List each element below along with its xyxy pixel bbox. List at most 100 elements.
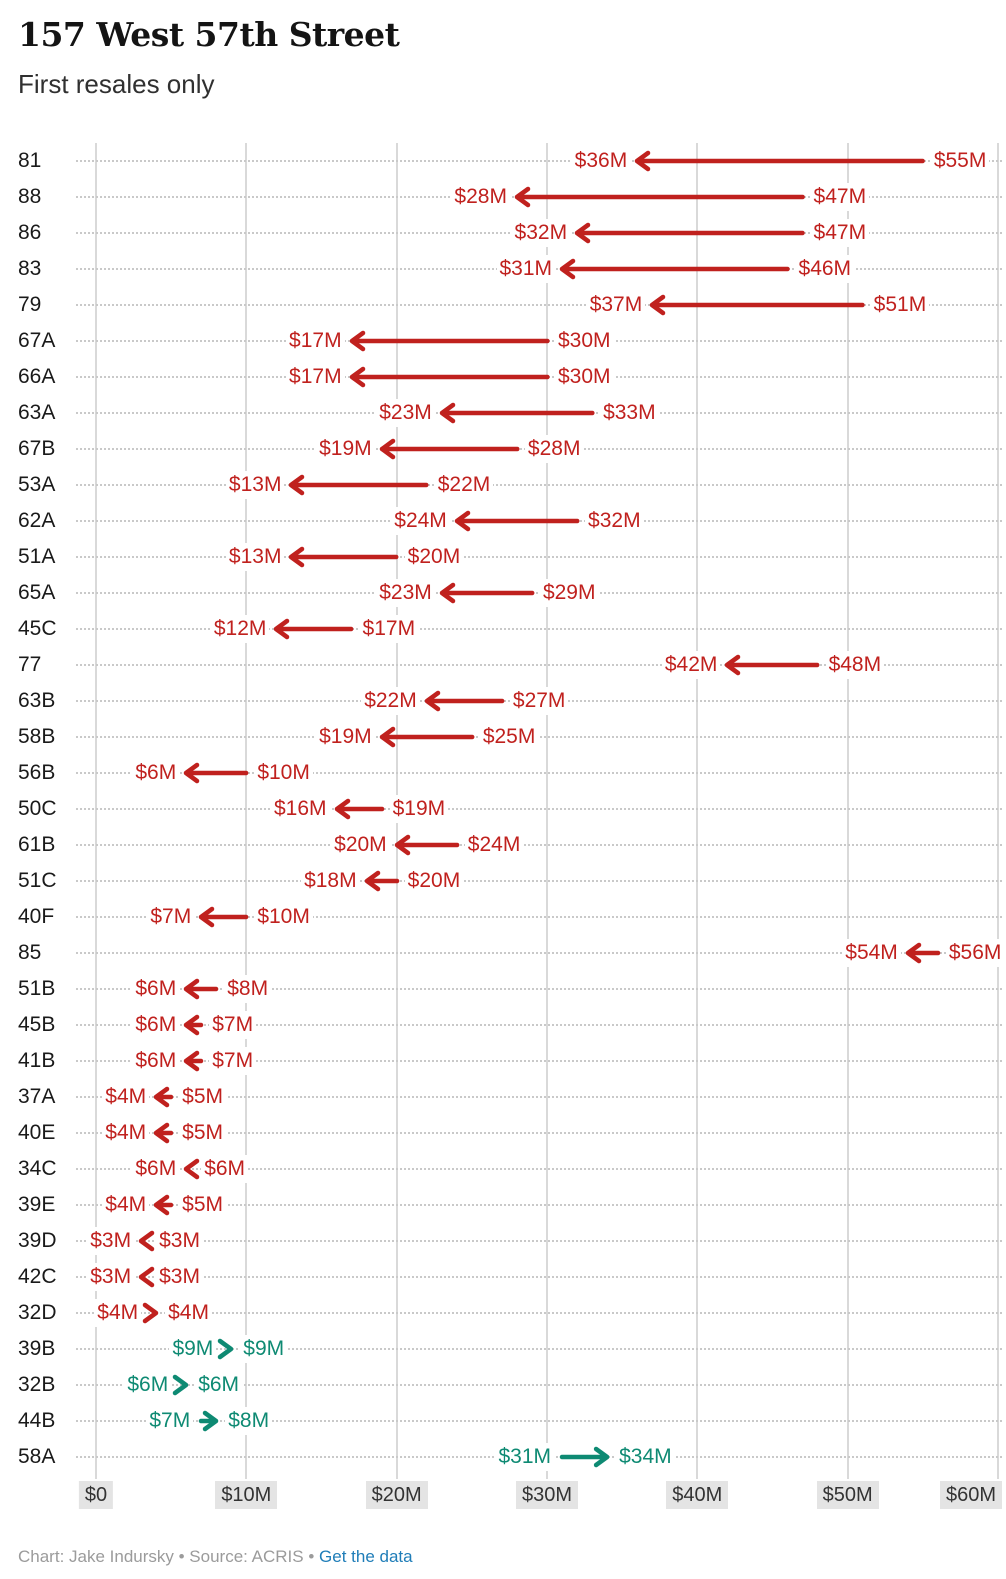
resale-price-label: $6M — [195, 1371, 243, 1399]
original-price-label: $10M — [254, 903, 313, 931]
row-gridline — [76, 628, 1002, 630]
resale-price-label: $17M — [286, 363, 345, 391]
original-price-label: $20M — [404, 867, 464, 895]
arrow-right — [218, 1338, 234, 1360]
resale-price-label: $34M — [616, 1443, 675, 1471]
original-price-label: $31M — [495, 1443, 555, 1471]
resale-price-label: $17M — [286, 327, 345, 355]
original-price-label: $29M — [539, 579, 599, 607]
arrow-left — [138, 1266, 155, 1288]
chart-row: 61B $20M $24M — [0, 827, 1006, 863]
resale-price-label: $9M — [240, 1335, 288, 1363]
resale-price-label: $54M — [842, 939, 901, 967]
original-price-label: $48M — [825, 651, 885, 679]
resale-price-label: $6M — [132, 759, 180, 787]
row-gridline — [76, 736, 1002, 738]
arrow-left — [439, 402, 595, 424]
arrow-left — [725, 654, 820, 676]
unit-label: 66A — [18, 365, 56, 388]
arrow-left — [905, 942, 941, 964]
row-gridline — [76, 664, 1002, 666]
resale-price-label: $6M — [132, 1155, 180, 1183]
chart-row: 51A $13M $20M — [0, 539, 1006, 575]
arrow-left — [153, 1086, 174, 1108]
arrow-left — [559, 258, 790, 280]
chart-row: 40F $7M $10M — [0, 899, 1006, 935]
unit-label: 51B — [18, 977, 56, 1000]
arrow-left — [289, 474, 429, 496]
row-gridline — [76, 1276, 1002, 1278]
original-price-label: $25M — [479, 723, 539, 751]
arrow-right — [172, 1374, 189, 1396]
chart-row: 37A $4M $5M — [0, 1079, 1006, 1115]
x-axis: $0 $10M $20M $30M $40M $50M $60M — [0, 1481, 1006, 1513]
chart-row: 67B $19M $28M — [0, 431, 1006, 467]
x-tick-label: $60M — [939, 1481, 1002, 1509]
unit-label: 39D — [18, 1229, 57, 1252]
chart-row: 66A $17M $30M — [0, 359, 1006, 395]
unit-label: 39B — [18, 1337, 56, 1360]
original-price-label: $6M — [201, 1155, 249, 1183]
resale-price-label: $4M — [165, 1299, 212, 1327]
arrow-left — [183, 978, 219, 1000]
row-gridline — [76, 1132, 1002, 1134]
row-gridline — [76, 844, 1002, 846]
row-gridline — [76, 1096, 1002, 1098]
unit-label: 85 — [18, 941, 42, 964]
chart-subtitle: First resales only — [18, 69, 215, 99]
row-gridline — [76, 304, 1002, 306]
original-price-label: $51M — [870, 291, 930, 319]
x-tick-label: $10M — [215, 1481, 278, 1509]
credit-text: Chart: Jake Indursky • Source: ACRIS • — [18, 1547, 320, 1566]
chart-row: 41B $6M $7M — [0, 1043, 1006, 1079]
unit-label: 83 — [18, 257, 42, 280]
arrow-left — [349, 330, 550, 352]
rows: 81 $36M $55M 88 $28M $47M 86 $32M $47M 83 $31M $46M… — [0, 143, 1006, 1475]
resale-price-label: $18M — [301, 867, 360, 895]
gridline — [245, 143, 248, 1479]
chart-row: 42C $3M $3M — [0, 1259, 1006, 1295]
unit-label: 62A — [18, 509, 56, 532]
original-price-label: $46M — [795, 255, 855, 283]
arrow-left — [394, 834, 460, 856]
resale-price-label: $12M — [210, 615, 270, 643]
unit-label: 58B — [18, 725, 56, 748]
unit-label: 50C — [18, 797, 57, 820]
resale-price-label: $23M — [376, 399, 435, 427]
arrow-left — [574, 222, 805, 244]
get-the-data-link[interactable]: Get the data — [319, 1547, 413, 1566]
page-title: 157 West 57th Street — [18, 15, 400, 54]
resale-price-label: $3M — [87, 1227, 135, 1255]
unit-label: 41B — [18, 1049, 56, 1072]
unit-label: 32D — [18, 1301, 57, 1324]
resale-price-label: $3M — [87, 1263, 135, 1291]
arrow-left — [364, 870, 399, 892]
original-price-label: $4M — [94, 1299, 142, 1327]
arrow-left — [649, 294, 865, 316]
unit-label: 39E — [18, 1193, 56, 1216]
arrow-left — [198, 906, 249, 928]
arrow-left — [379, 726, 475, 748]
original-price-label: $9M — [169, 1335, 217, 1363]
unit-label: 37A — [18, 1085, 56, 1108]
row-gridline — [76, 1420, 1002, 1422]
original-price-label: $22M — [434, 471, 494, 499]
chart-footer: Chart: Jake Indursky • Source: ACRIS • G… — [18, 1547, 413, 1567]
unit-label: 32B — [18, 1373, 56, 1396]
original-price-label: $7M — [146, 1407, 194, 1435]
resale-price-label: $42M — [661, 651, 721, 679]
row-gridline — [76, 880, 1002, 882]
chart-row: 32B $6M $6M — [0, 1367, 1006, 1403]
chart-row: 45C $12M $17M — [0, 611, 1006, 647]
row-gridline — [76, 592, 1002, 594]
original-price-label: $19M — [389, 795, 449, 823]
unit-label: 67A — [18, 329, 56, 352]
arrow-left — [183, 762, 249, 784]
original-price-label: $30M — [554, 327, 614, 355]
resale-price-label: $13M — [225, 543, 285, 571]
arrow-left — [349, 366, 550, 388]
original-price-label: $6M — [124, 1371, 172, 1399]
unit-label: 77 — [18, 653, 42, 676]
unit-label: 42C — [18, 1265, 57, 1288]
chart-row: 81 $36M $55M — [0, 143, 1006, 179]
